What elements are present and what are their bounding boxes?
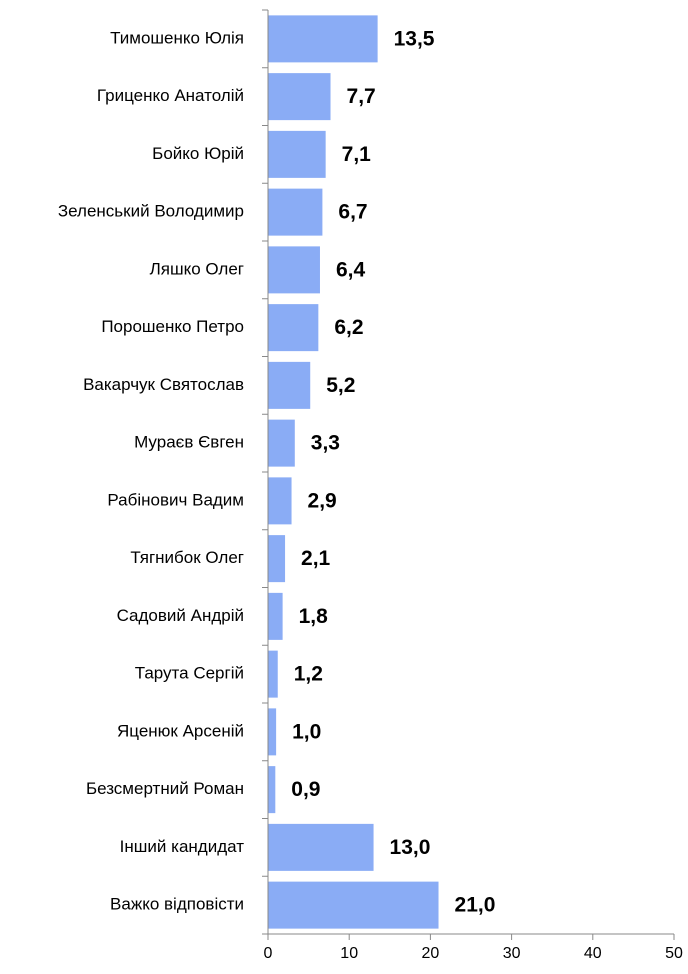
value-label: 21,0 [455, 894, 496, 917]
value-label: 3,3 [311, 432, 340, 455]
x-tick-label: 0 [264, 945, 273, 962]
category-label: Тимошенко Юлія [110, 28, 244, 47]
x-tick-label: 30 [503, 945, 521, 962]
x-tick-label: 20 [422, 945, 440, 962]
category-label: Тягнибок Олег [130, 548, 244, 567]
category-label: Вакарчук Святослав [83, 375, 244, 394]
bar [268, 881, 439, 929]
value-label: 1,2 [294, 663, 323, 686]
category-label: Яценюк Арсеній [117, 721, 244, 740]
bar [268, 708, 277, 756]
x-tick-label: 50 [665, 945, 683, 962]
bar [268, 535, 286, 583]
value-label: 6,2 [334, 316, 363, 339]
x-tick-label: 40 [584, 945, 602, 962]
bar [268, 419, 295, 467]
bar [268, 188, 323, 236]
value-label: 13,5 [394, 27, 435, 50]
category-label: Бойко Юрій [152, 144, 244, 163]
category-label: Зеленський Володимир [58, 202, 244, 221]
bar [268, 15, 378, 63]
category-label: Порошенко Петро [101, 317, 244, 336]
bar [268, 361, 311, 409]
bar [268, 304, 319, 352]
category-label: Безсмертний Роман [86, 779, 244, 798]
category-label: Гриценко Анатолій [97, 86, 244, 105]
value-label: 1,8 [299, 605, 329, 628]
value-label: 7,7 [347, 85, 376, 108]
value-label: 5,2 [326, 374, 355, 397]
bar [268, 130, 326, 178]
value-label: 2,1 [301, 547, 331, 570]
value-label: 1,0 [292, 720, 321, 743]
category-label: Інший кандидат [120, 837, 245, 856]
bar [268, 477, 292, 525]
category-label: Рабінович Вадим [107, 490, 244, 509]
bar [268, 592, 283, 640]
category-label: Ляшко Олег [150, 259, 244, 278]
value-label: 7,1 [342, 143, 372, 166]
category-label: Тарута Сергій [135, 664, 244, 683]
x-tick-label: 10 [340, 945, 358, 962]
value-label: 6,7 [338, 201, 367, 224]
value-label: 6,4 [336, 258, 366, 281]
bar [268, 246, 320, 294]
bar [268, 766, 276, 814]
value-label: 2,9 [308, 489, 337, 512]
bar [268, 73, 331, 121]
category-label: Важко відповісти [110, 895, 244, 914]
bar [268, 823, 374, 871]
value-label: 0,9 [291, 778, 320, 801]
category-label: Мураєв Євген [134, 433, 244, 452]
value-label: 13,0 [390, 836, 431, 859]
bar [268, 650, 278, 698]
category-label: Садовий Андрій [117, 606, 244, 625]
